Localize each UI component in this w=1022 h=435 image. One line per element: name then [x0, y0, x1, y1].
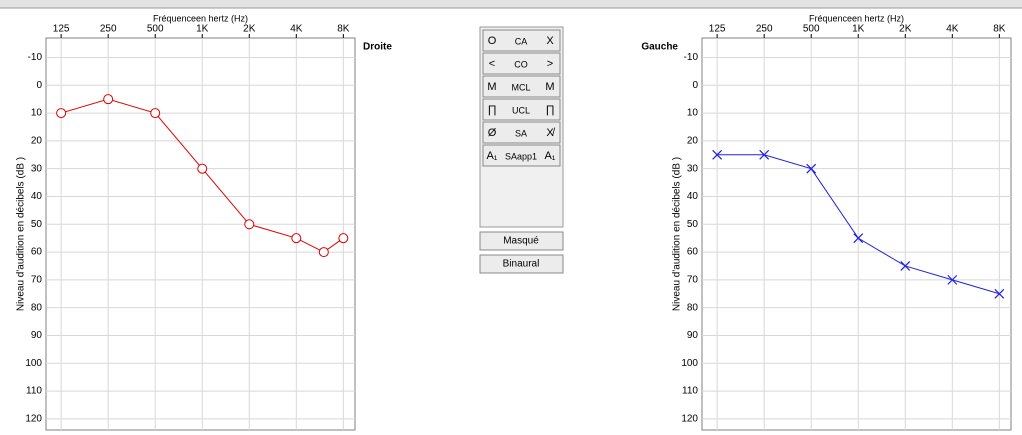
plot-area: [701, 37, 1012, 431]
marker: [338, 233, 349, 244]
symbol-label: SA: [515, 128, 527, 138]
y-tick-label: 100: [681, 358, 698, 369]
symbol-right: ∏: [545, 104, 554, 116]
marker: [759, 149, 770, 160]
symbol-left: A₁: [486, 150, 497, 162]
y-tick-label: 120: [681, 414, 698, 425]
x-axis-title: Fréquenceen hertz (Hz): [153, 13, 248, 23]
x-tick-label: 8K: [993, 24, 1006, 35]
x-tick-label: 250: [756, 24, 773, 35]
y-tick-label: 30: [31, 163, 43, 174]
series-line: [60, 98, 344, 253]
symbol-left: ∏: [487, 104, 496, 116]
y-tick-label: 30: [687, 163, 699, 174]
symbol-right: A₁: [544, 150, 555, 162]
x-tick-label: 125: [53, 24, 70, 35]
marker: [150, 108, 161, 119]
marker: [947, 274, 958, 285]
y-tick-label: 20: [687, 136, 699, 147]
y-tick-label: 40: [687, 191, 699, 202]
symbol-label: SAapp1: [505, 151, 537, 161]
x-tick-label: 2K: [899, 24, 912, 35]
y-tick-label: 110: [26, 386, 42, 397]
x-tick-label: 250: [100, 24, 117, 35]
symbol-label: MCL: [511, 82, 530, 92]
symbol-right: >: [547, 58, 553, 70]
button-label: Masqué: [503, 236, 539, 247]
marker: [900, 261, 911, 271]
y-tick-label: 40: [31, 191, 43, 202]
y-tick-label: 70: [687, 275, 699, 286]
marker: [806, 163, 817, 174]
symbol-left: M: [487, 81, 496, 93]
y-tick-label: 10: [31, 108, 43, 119]
marker: [197, 163, 208, 174]
button[interactable]: [479, 231, 564, 251]
button-label: Binaural: [503, 259, 540, 270]
symbol-label: UCL: [512, 105, 530, 115]
y-tick-label: -10: [684, 52, 699, 63]
x-tick-label: 4K: [290, 24, 303, 35]
y-tick-label: 50: [31, 219, 43, 230]
y-tick-label: 80: [31, 302, 43, 313]
x-tick-label: 500: [803, 24, 820, 35]
x-tick-label: 8K: [337, 24, 350, 35]
marker: [56, 108, 67, 119]
y-tick-label: 60: [687, 247, 699, 258]
y-axis-title: Niveau d'audition en décibels (dB ): [16, 157, 27, 311]
x-tick-label: 1K: [196, 24, 209, 35]
symbol-left: O: [488, 35, 497, 47]
tab-strip: [0, 0, 1022, 8]
marker: [712, 149, 723, 160]
y-tick-label: 0: [36, 80, 42, 91]
symbol-button[interactable]: [482, 144, 561, 167]
symbol-label: CA: [515, 36, 528, 46]
y-tick-label: 60: [31, 247, 43, 258]
symbol-button[interactable]: [482, 52, 561, 75]
marker: [853, 233, 864, 244]
x-tick-label: 500: [147, 24, 164, 35]
marker: [994, 288, 1005, 299]
side-label: Droite: [363, 42, 392, 53]
symbol-button[interactable]: [482, 121, 561, 144]
y-tick-label: 90: [31, 330, 43, 341]
marker: [244, 219, 255, 230]
symbol-right: X: [546, 35, 554, 47]
y-tick-label: 0: [692, 80, 698, 91]
x-tick-label: 125: [709, 24, 726, 35]
marker: [318, 247, 329, 258]
y-tick-label: 20: [31, 136, 43, 147]
x-axis-title: Fréquenceen hertz (Hz): [809, 13, 904, 23]
button[interactable]: [479, 254, 564, 274]
plot-area: [45, 37, 356, 431]
y-tick-label: 80: [687, 302, 699, 313]
symbol-button[interactable]: [482, 29, 561, 52]
x-tick-label: 1K: [852, 24, 865, 35]
symbol-left: Ø: [488, 127, 497, 139]
symbol-button[interactable]: [482, 98, 561, 121]
y-tick-label: 70: [31, 275, 43, 286]
y-tick-label: -10: [28, 52, 43, 63]
symbol-button[interactable]: [482, 75, 561, 98]
x-tick-label: 4K: [946, 24, 959, 35]
symbol-right: X̸: [546, 127, 555, 139]
y-tick-label: 90: [687, 330, 699, 341]
side-label: Gauche: [641, 42, 678, 53]
y-tick-label: 100: [25, 358, 42, 369]
y-axis-title: Niveau d'audition en décibels (dB ): [672, 157, 683, 311]
y-tick-label: 120: [25, 414, 42, 425]
y-tick-label: 110: [682, 386, 698, 397]
marker: [103, 94, 114, 105]
y-tick-label: 50: [687, 219, 699, 230]
x-tick-label: 2K: [243, 24, 256, 35]
y-tick-label: 10: [687, 108, 699, 119]
symbol-right: M: [545, 81, 554, 93]
marker: [291, 233, 302, 244]
symbol-left: <: [489, 58, 495, 70]
symbol-label: CO: [514, 59, 528, 69]
